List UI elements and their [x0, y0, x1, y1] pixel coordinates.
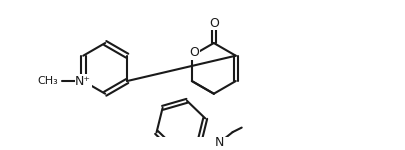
Text: O: O — [190, 46, 200, 60]
Text: N⁺: N⁺ — [75, 75, 91, 88]
Text: CH₃: CH₃ — [37, 76, 58, 86]
Text: N: N — [214, 136, 224, 150]
Text: O: O — [209, 17, 219, 30]
